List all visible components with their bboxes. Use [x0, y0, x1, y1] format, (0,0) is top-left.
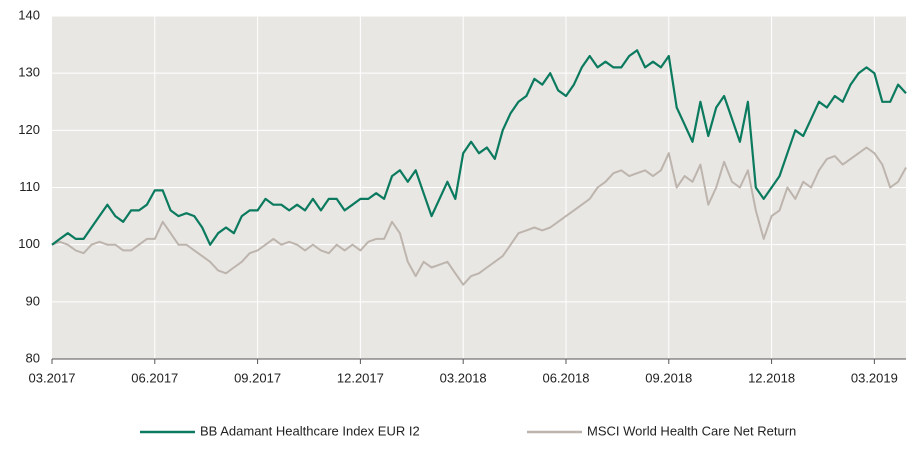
x-tick-label: 06.2018	[542, 370, 589, 385]
series-line	[51, 146, 907, 286]
legend-label: MSCI World Health Care Net Return	[587, 423, 796, 438]
x-tick-label: 03.2017	[29, 370, 76, 385]
x-tick-label: 03.2018	[440, 370, 487, 385]
y-tick-label: 140	[18, 7, 40, 22]
x-tick-label: 09.2018	[645, 370, 692, 385]
x-tick-label: 12.2018	[748, 370, 795, 385]
y-tick-label: 130	[18, 65, 40, 80]
legend-label: BB Adamant Healthcare Index EUR I2	[200, 423, 420, 438]
y-tick-label: 120	[18, 122, 40, 137]
y-tick-label: 80	[26, 350, 40, 365]
x-tick-label: 12.2017	[337, 370, 384, 385]
series-line	[51, 49, 907, 246]
y-tick-label: 100	[18, 236, 40, 251]
x-tick-label: 06.2017	[131, 370, 178, 385]
x-tick-label: 09.2017	[234, 370, 281, 385]
x-tick-label: 03.2019	[851, 370, 898, 385]
y-tick-label: 110	[19, 179, 40, 194]
y-tick-label: 90	[26, 293, 40, 308]
